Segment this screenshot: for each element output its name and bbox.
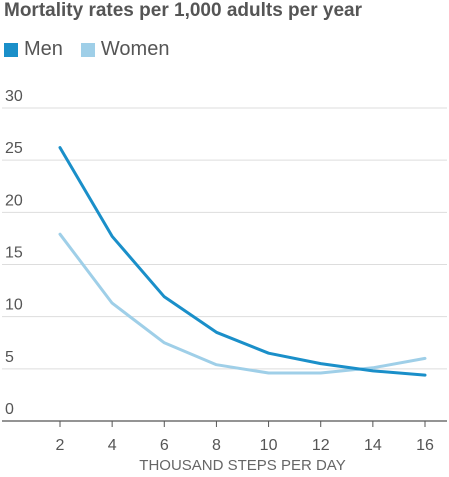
chart-title: Mortality rates per 1,000 adults per yea… [4, 0, 362, 21]
legend-label-men: Men [24, 38, 63, 60]
y-tick-label-25: 25 [5, 140, 23, 157]
y-tick-label-20: 20 [5, 192, 23, 209]
series-line-men [58, 146, 427, 377]
x-tick-label-14: 14 [364, 437, 382, 454]
x-tick-label-10: 10 [260, 437, 278, 454]
y-axis-ticks: 0 5 10 15 20 25 30 [5, 88, 23, 418]
x-tick-label-12: 12 [312, 437, 330, 454]
y-tick-label-15: 15 [5, 245, 23, 262]
x-tick-label-6: 6 [160, 437, 169, 454]
y-tick-label-0: 0 [5, 401, 14, 418]
gridlines [2, 107, 447, 422]
series-line-women [58, 232, 427, 375]
x-tick-label-4: 4 [108, 437, 117, 454]
x-tick-label-2: 2 [56, 437, 65, 454]
y-tick-label-5: 5 [5, 349, 14, 366]
y-tick-label-10: 10 [5, 297, 23, 314]
y-tick-label-30: 30 [5, 88, 23, 105]
legend-label-women: Women [100, 38, 170, 60]
x-axis-label: THOUSAND STEPS PER DAY [139, 457, 345, 474]
legend-swatch-women [80, 42, 95, 57]
legend-item-men: Men [4, 38, 63, 61]
legend-swatch-men [4, 42, 18, 57]
x-axis-ticks: 2 4 6 8 10 12 14 16 [56, 421, 434, 454]
x-tick-label-16: 16 [416, 437, 434, 454]
x-tick-label-8: 8 [212, 437, 221, 454]
chart-legend: Men Women [4, 38, 187, 61]
legend-item-women: Women [80, 38, 170, 61]
series-lines [58, 146, 427, 377]
